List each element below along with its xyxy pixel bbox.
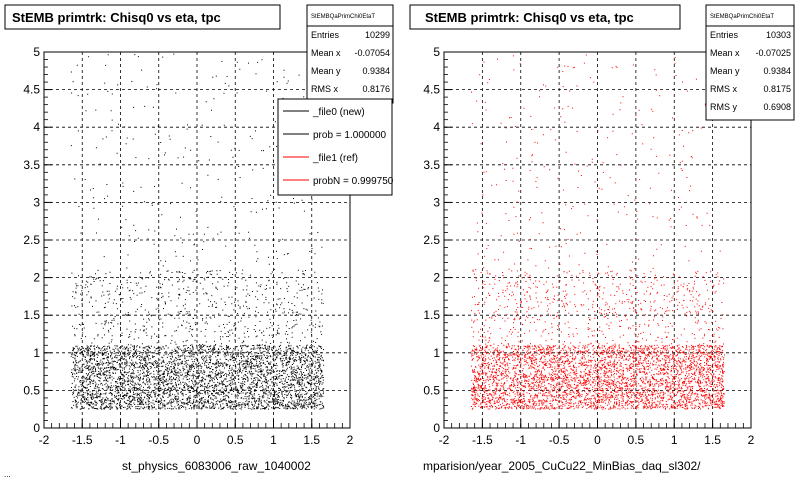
right-title-box (409, 4, 681, 30)
y-tick-label: 0.5 (423, 383, 440, 397)
stats-label: RMS x (311, 84, 339, 94)
y-tick-label: 2.5 (423, 233, 440, 247)
scatter-points (470, 54, 725, 410)
legend-label: probN = 0.999750 (313, 176, 394, 187)
x-tick-label: 1.5 (303, 433, 320, 447)
left-x-label: st_physics_6083006_raw_1040002 (122, 459, 311, 473)
footer-left: ... (4, 470, 11, 479)
right-x-axis: -2 -1.5 -1 -0.5 0 0.5 1 1.5 2 (439, 419, 755, 447)
stats-value: -0.07054 (354, 48, 390, 58)
x-tick-label: 2 (347, 433, 354, 447)
stats-label: Mean x (710, 48, 740, 58)
y-tick-label: 4 (433, 120, 440, 134)
right-title: StEMB primtrk: Chisq0 vs eta, tpc (425, 10, 634, 25)
x-tick-label: 1 (270, 433, 277, 447)
left-scatter-panel: StEMB primtrk: Chisq0 vs eta, tpc 0 0.5 1 1… (4, 4, 394, 473)
stats-value: 10303 (766, 30, 791, 40)
right-stats-header: StEMBQaPrimChi0EtaT (710, 14, 774, 20)
x-tick-label: 0 (594, 433, 601, 447)
y-tick-label: 1.5 (23, 308, 40, 322)
scatter-points (70, 53, 325, 410)
y-tick-label: 0.5 (23, 383, 40, 397)
stats-label: Mean y (311, 66, 341, 76)
y-tick-label: 2.5 (23, 233, 40, 247)
x-tick-label: -1 (515, 433, 526, 447)
left-x-axis: -2 -1.5 -1 -0.5 0 0.5 1 1.5 2 (39, 419, 354, 447)
y-tick-label: 3.5 (423, 158, 440, 172)
y-tick-label: 1 (33, 346, 40, 360)
stats-label: Entries (710, 30, 739, 40)
stats-value: 0.9384 (763, 66, 791, 76)
y-tick-label: 2 (33, 271, 40, 285)
y-tick-label: 3.5 (23, 158, 40, 172)
left-data-points (70, 53, 325, 410)
x-tick-label: 0.5 (628, 433, 645, 447)
right-grid (444, 52, 751, 428)
legend-label: _file0 (new) (312, 107, 365, 118)
y-tick-label: 1 (433, 346, 440, 360)
right-stats-box: StEMBQaPrimChi0EtaT Entries 10303 Mean x -0… (705, 4, 795, 121)
y-tick-label: 4.5 (23, 83, 40, 97)
y-tick-label: 2 (433, 271, 440, 285)
x-tick-label: 1.5 (704, 433, 721, 447)
stats-value: 0.8176 (362, 84, 390, 94)
left-legend: _file0 (new) prob = 1.000000 _file1 (ref) p… (277, 98, 394, 196)
x-tick-label: -0.5 (549, 433, 570, 447)
y-tick-label: 5 (433, 45, 440, 59)
left-y-axis: 0 0.5 1 1.5 2 2.5 3 3.5 4 4.5 5 (23, 45, 52, 435)
left-stats-header: StEMBQaPrimChi0EtaT (311, 14, 375, 20)
left-stats-box: StEMBQaPrimChi0EtaT Entries 10299 Mean x -0… (306, 4, 394, 104)
left-title: StEMB primtrk: Chisq0 vs eta, tpc (12, 10, 221, 25)
x-tick-label: -0.5 (148, 433, 169, 447)
x-tick-label: 2 (748, 433, 755, 447)
right-scatter-panel: StEMB primtrk: Chisq0 vs eta, tpc 0 0.5 1 1… (409, 4, 795, 473)
y-tick-label: 0 (433, 421, 440, 435)
x-tick-label: 0 (194, 433, 201, 447)
stats-value: 0.9384 (362, 66, 390, 76)
stats-label: RMS y (710, 102, 738, 112)
stats-value: 10299 (365, 30, 390, 40)
stats-label: RMS x (710, 84, 738, 94)
y-tick-label: 4.5 (423, 83, 440, 97)
x-tick-label: 1 (671, 433, 678, 447)
stats-label: Mean y (710, 66, 740, 76)
stats-value: 0.8175 (763, 84, 791, 94)
y-tick-label: 3 (433, 195, 440, 209)
stats-value: -0.07025 (755, 48, 791, 58)
x-tick-label: 0.5 (227, 433, 244, 447)
x-tick-label: -1 (115, 433, 126, 447)
y-tick-label: 0 (33, 421, 40, 435)
right-data-points (470, 54, 725, 410)
legend-label: _file1 (ref) (312, 153, 358, 164)
stats-label: Entries (311, 30, 340, 40)
stats-value: 0.6908 (763, 102, 791, 112)
x-tick-label: -1.5 (72, 433, 93, 447)
legend-label: prob = 1.000000 (313, 130, 387, 141)
y-tick-label: 5 (33, 45, 40, 59)
left-title-box (4, 4, 281, 30)
y-tick-label: 3 (33, 195, 40, 209)
right-y-axis: 0 0.5 1 1.5 2 2.5 3 3.5 4 4.5 5 (423, 45, 452, 435)
x-tick-label: -1.5 (472, 433, 493, 447)
stats-label: Mean x (311, 48, 341, 58)
right-x-label: mparision/year_2005_CuCu22_MinBias_daq_s… (423, 459, 701, 473)
x-tick-label: -2 (39, 433, 50, 447)
x-tick-label: -2 (439, 433, 450, 447)
y-tick-label: 4 (33, 120, 40, 134)
y-tick-label: 1.5 (423, 308, 440, 322)
